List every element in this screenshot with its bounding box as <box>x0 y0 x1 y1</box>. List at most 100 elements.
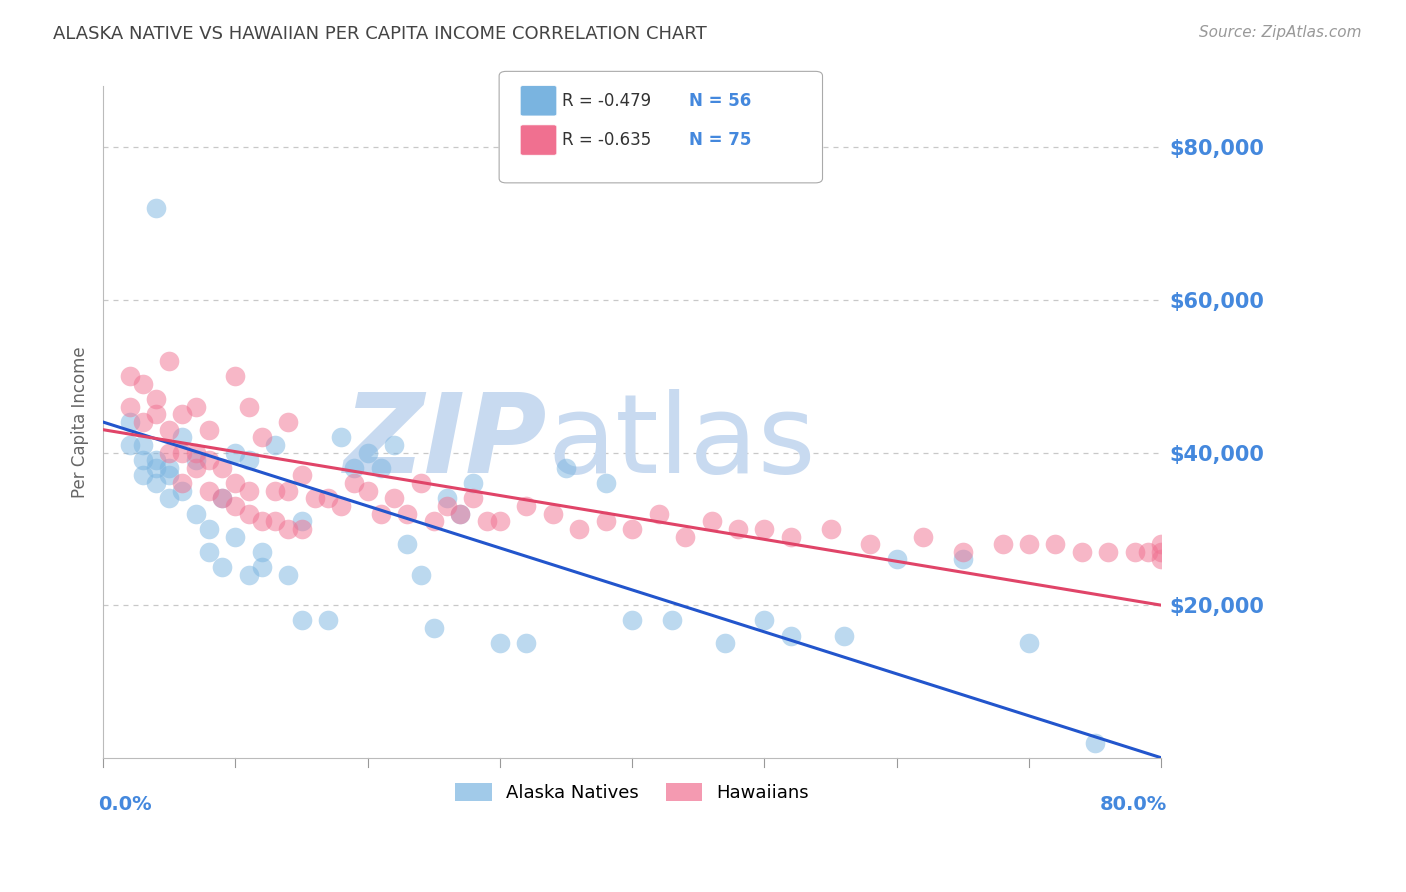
Point <box>780 529 803 543</box>
Point <box>304 491 326 506</box>
Point <box>1150 552 1173 566</box>
Point <box>356 445 378 459</box>
Point <box>198 483 221 498</box>
Point <box>1070 545 1092 559</box>
Point <box>132 468 155 483</box>
Point <box>832 629 855 643</box>
Point <box>184 400 207 414</box>
Legend: Alaska Natives, Hawaiians: Alaska Natives, Hawaiians <box>449 775 817 809</box>
Point <box>859 537 882 551</box>
Point <box>198 545 221 559</box>
Point <box>277 483 299 498</box>
Point <box>211 491 233 506</box>
Point <box>172 408 194 422</box>
Point <box>436 499 458 513</box>
Point <box>157 468 180 483</box>
Point <box>238 567 260 582</box>
Point <box>157 445 180 459</box>
Point <box>238 400 260 414</box>
Point <box>595 514 617 528</box>
Point <box>264 438 287 452</box>
Point <box>132 376 155 391</box>
Point <box>198 423 221 437</box>
Point <box>184 445 207 459</box>
Point <box>172 445 194 459</box>
Y-axis label: Per Capita Income: Per Capita Income <box>72 346 89 498</box>
Point <box>118 400 141 414</box>
Point <box>145 460 167 475</box>
Point <box>1150 545 1173 559</box>
Point <box>1123 545 1146 559</box>
Point <box>238 483 260 498</box>
Text: R = -0.479: R = -0.479 <box>562 92 651 110</box>
Point <box>754 522 776 536</box>
Point <box>1084 735 1107 749</box>
Point <box>396 537 419 551</box>
Point <box>118 415 141 429</box>
Point <box>172 483 194 498</box>
Point <box>264 483 287 498</box>
Point <box>157 491 180 506</box>
Point <box>991 537 1014 551</box>
Point <box>595 476 617 491</box>
Point <box>157 423 180 437</box>
Point <box>396 507 419 521</box>
Point <box>316 491 339 506</box>
Text: R = -0.635: R = -0.635 <box>562 131 651 149</box>
Point <box>157 354 180 368</box>
Point <box>172 476 194 491</box>
Text: ALASKA NATIVE VS HAWAIIAN PER CAPITA INCOME CORRELATION CHART: ALASKA NATIVE VS HAWAIIAN PER CAPITA INC… <box>53 25 707 43</box>
Point <box>621 522 644 536</box>
Point <box>316 614 339 628</box>
Point <box>118 438 141 452</box>
Point <box>370 507 392 521</box>
Point <box>211 491 233 506</box>
Point <box>290 514 312 528</box>
Point <box>224 499 246 513</box>
Point <box>290 468 312 483</box>
Point <box>621 614 644 628</box>
Point <box>250 560 273 574</box>
Point <box>356 483 378 498</box>
Point <box>713 636 735 650</box>
Point <box>277 522 299 536</box>
Point <box>515 499 537 513</box>
Point <box>1045 537 1067 551</box>
Point <box>661 614 683 628</box>
Point <box>184 453 207 467</box>
Point <box>224 476 246 491</box>
Point <box>449 507 471 521</box>
Point <box>343 476 366 491</box>
Point <box>250 430 273 444</box>
Point <box>515 636 537 650</box>
Point <box>330 499 353 513</box>
Point <box>1150 537 1173 551</box>
Point <box>132 453 155 467</box>
Point <box>238 453 260 467</box>
Point <box>886 552 908 566</box>
Point <box>290 614 312 628</box>
Point <box>952 545 974 559</box>
Point <box>370 460 392 475</box>
Point <box>780 629 803 643</box>
Point <box>912 529 935 543</box>
Point <box>555 460 578 475</box>
Point <box>463 491 485 506</box>
Point <box>250 545 273 559</box>
Point <box>1097 545 1119 559</box>
Point <box>198 453 221 467</box>
Point <box>463 476 485 491</box>
Point <box>250 514 273 528</box>
Point <box>224 445 246 459</box>
Point <box>290 522 312 536</box>
Point <box>489 514 512 528</box>
Text: Source: ZipAtlas.com: Source: ZipAtlas.com <box>1198 25 1361 40</box>
Point <box>264 514 287 528</box>
Point <box>952 552 974 566</box>
Point <box>330 430 353 444</box>
Point <box>198 522 221 536</box>
Point <box>211 460 233 475</box>
Point <box>1137 545 1160 559</box>
Point <box>700 514 723 528</box>
Point <box>568 522 591 536</box>
